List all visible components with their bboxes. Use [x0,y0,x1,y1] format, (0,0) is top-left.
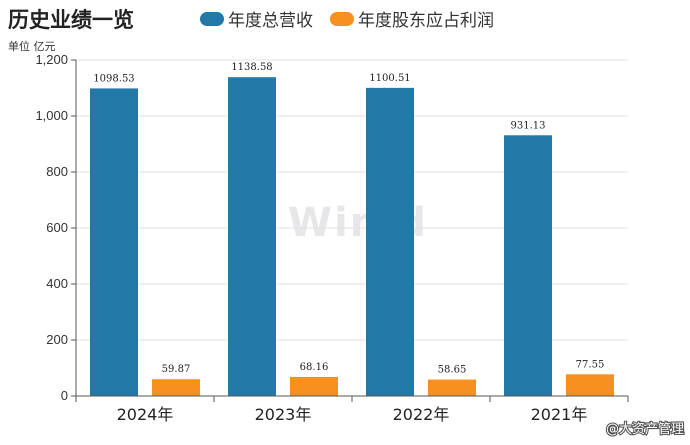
data-label-profit-1: 68.16 [300,362,329,373]
x-tick-label: 2023年 [255,405,312,424]
data-label-revenue-2: 1100.51 [369,73,410,84]
bar-profit-1 [290,376,338,396]
unit-label: 单位 亿元 [8,39,56,53]
bar-revenue-3 [504,135,552,396]
legend-label-revenue: 年度总营收 [228,11,313,31]
data-label-profit-3: 77.55 [576,359,605,370]
data-label-revenue-1: 1138.58 [231,62,272,73]
legend-swatch-profit [330,12,354,26]
credit-text: @大资产管理 [606,422,684,437]
y-tick-label: 600 [46,220,68,235]
bar-revenue-2 [366,87,414,396]
legend: 年度总营收 年度股东应占利润 [200,11,494,31]
data-label-revenue-0: 1098.53 [93,73,134,84]
bar-revenue-0 [90,88,138,397]
y-tick-label: 800 [46,164,68,179]
x-tick-label: 2022年 [393,405,450,424]
legend-swatch-revenue [200,12,224,26]
bar-revenue-1 [228,77,276,396]
y-axis: 0 200 400 600 800 1,000 1,200 [35,52,77,403]
data-labels: 1098.53 59.87 1138.58 68.16 1100.51 58.65 931.… [93,62,604,375]
data-label-profit-2: 58.65 [438,365,467,376]
y-tick-label: 1,000 [35,108,68,123]
legend-label-profit: 年度股东应占利润 [358,11,494,31]
x-tick-label: 2021年 [531,405,588,424]
y-tick-label: 1,200 [35,52,68,67]
x-tick-label: 2024年 [117,405,174,424]
bar-profit-0 [152,379,200,396]
bar-profit-2 [428,379,476,396]
bars [90,77,614,397]
gridlines [76,59,628,341]
y-tick-label: 0 [61,388,68,403]
x-axis: 2024年 2023年 2022年 2021年 [75,395,629,424]
y-tick-label: 200 [46,332,68,347]
data-label-profit-0: 59.87 [162,364,191,375]
data-label-revenue-3: 931.13 [511,120,546,131]
bar-profit-3 [566,374,614,396]
y-tick-label: 400 [46,276,68,291]
chart-title: 历史业绩一览 [8,8,134,32]
